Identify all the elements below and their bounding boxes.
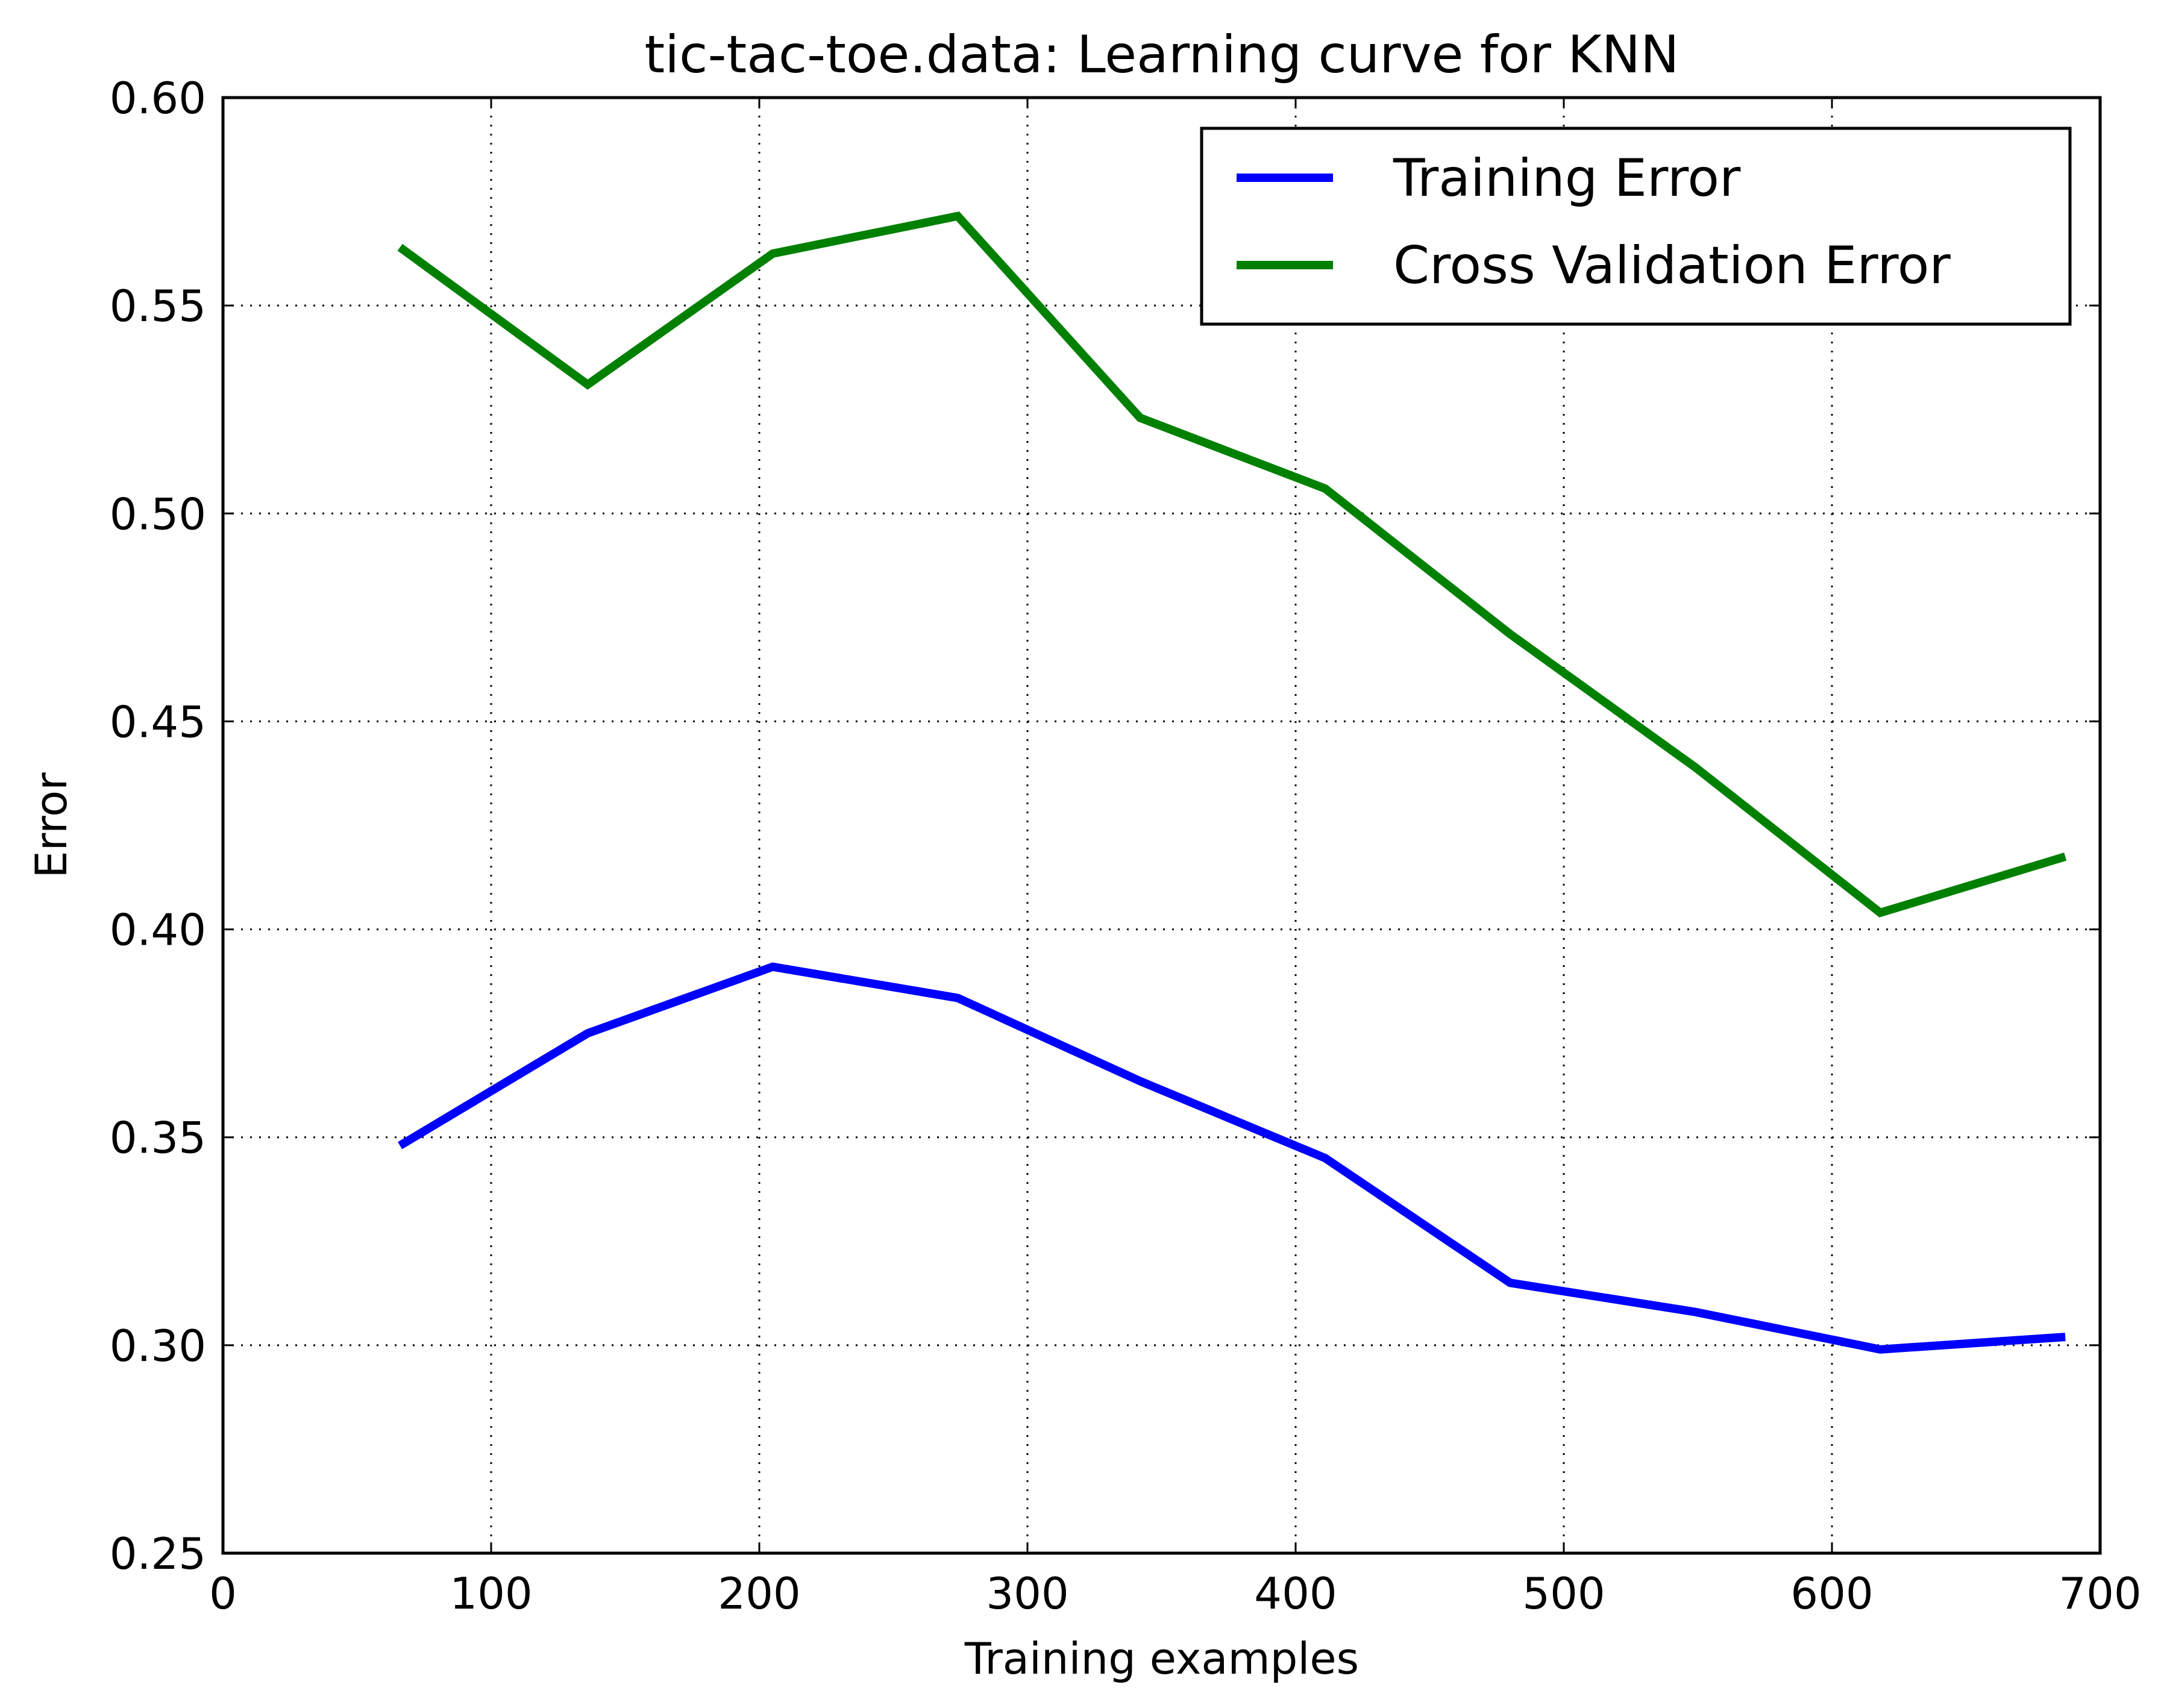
y-tick-label: 0.55 <box>110 281 206 331</box>
x-tick-label: 700 <box>2059 1568 2141 1619</box>
legend-label-training-error: Training Error <box>1393 148 1741 208</box>
series-lines <box>397 211 2067 1354</box>
chart-title: tic-tac-toe.data: Learning curve for KNN <box>645 25 1679 85</box>
y-tick-label: 0.30 <box>110 1321 206 1371</box>
x-tick-label: 600 <box>1790 1568 1873 1619</box>
series-line-cross-validation-error <box>397 211 2067 918</box>
y-tick-label: 0.45 <box>110 696 206 747</box>
x-tick-label: 300 <box>986 1568 1068 1619</box>
x-tick-label: 200 <box>718 1568 800 1619</box>
legend-label-cross-validation-error: Cross Validation Error <box>1393 236 1951 296</box>
x-tick-label: 0 <box>209 1568 237 1619</box>
y-tick-label: 0.60 <box>110 73 206 124</box>
y-tick-label: 0.50 <box>110 489 206 539</box>
x-tick-label: 400 <box>1254 1568 1337 1619</box>
x-tick-label: 100 <box>450 1568 532 1619</box>
legend: Training Error Cross Validation Error <box>1200 127 2072 326</box>
legend-box <box>1200 127 2072 326</box>
plot-area-frame <box>221 96 2102 1555</box>
series-line-training-error <box>398 962 2066 1354</box>
x-tick-label: 500 <box>1522 1568 1605 1619</box>
y-tick-label: 0.25 <box>110 1528 206 1579</box>
axis-ticks: 0 100 200 300 400 500 600 700 0.25 0.30 0.35 0.40 0.… <box>110 73 2142 1619</box>
x-axis-label: Training examples <box>964 1633 1359 1684</box>
y-tick-label: 0.35 <box>110 1113 206 1163</box>
y-axis-label: Error <box>26 772 77 878</box>
y-tick-label: 0.40 <box>110 905 206 956</box>
